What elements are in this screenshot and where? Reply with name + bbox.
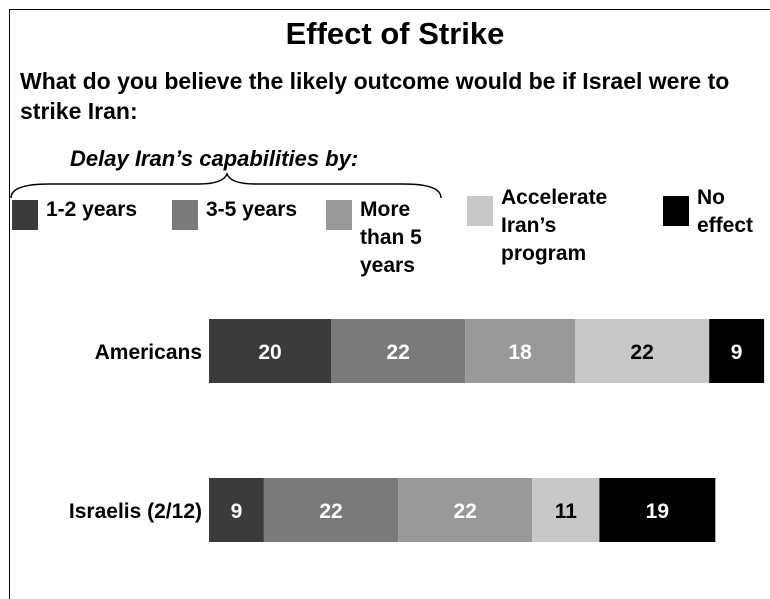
legend-item-4: Accelerate Iran’s program: [467, 184, 607, 268]
bar-segment: [263, 478, 399, 542]
data-label: 20: [258, 341, 281, 364]
data-label: 19: [646, 500, 669, 523]
legend-item-1: 1-2 years: [12, 196, 137, 230]
bar-segment: [465, 319, 575, 383]
bar-segment: [599, 478, 716, 542]
bar-segment: [331, 319, 466, 383]
bar-segment: [209, 478, 264, 542]
category-label: Americans: [95, 341, 202, 364]
legend-item-5: No effect: [663, 184, 753, 240]
bar-segment: [209, 319, 331, 383]
bar-segment: [398, 478, 533, 542]
stacked-bar-chart: Americans 20 22 18 22 9 Israelis (2/12) 9 22 22 11…: [69, 319, 765, 542]
legend-item-3: More than 5 years: [326, 196, 422, 280]
legend-label: Accelerate Iran’s program: [501, 186, 608, 265]
legend-label: 3-5 years: [206, 198, 298, 221]
legend-label: No effect: [697, 186, 754, 237]
legend-swatch: [326, 200, 352, 230]
legend-item-2: 3-5 years: [172, 196, 297, 230]
bar-segment: [575, 319, 710, 383]
data-label: 18: [508, 341, 532, 364]
group-brace: [10, 172, 442, 199]
category-label: Israelis (2/12): [69, 500, 202, 523]
legend-label: 1-2 years: [46, 198, 138, 221]
legend-swatch: [663, 196, 689, 226]
data-label: 11: [555, 500, 578, 523]
legend-swatch: [467, 196, 493, 226]
legend-swatch: [172, 200, 198, 230]
data-label: 22: [386, 341, 409, 364]
bar-segment: [532, 478, 600, 542]
group-label: Delay Iran’s capabilities by:: [70, 146, 359, 171]
survey-question: What do you believe the likely outcome w…: [20, 68, 730, 124]
data-label: 9: [731, 341, 743, 364]
chart-title: Effect of Strike: [285, 16, 505, 51]
data-label: 22: [319, 500, 342, 523]
bar-segment: [709, 319, 765, 383]
data-label: 9: [231, 500, 243, 523]
data-label: 22: [630, 341, 653, 364]
legend-label: More than 5 years: [360, 198, 422, 277]
legend-swatch: [12, 200, 38, 230]
chart-frame: [9, 9, 770, 599]
data-label: 22: [454, 500, 477, 523]
